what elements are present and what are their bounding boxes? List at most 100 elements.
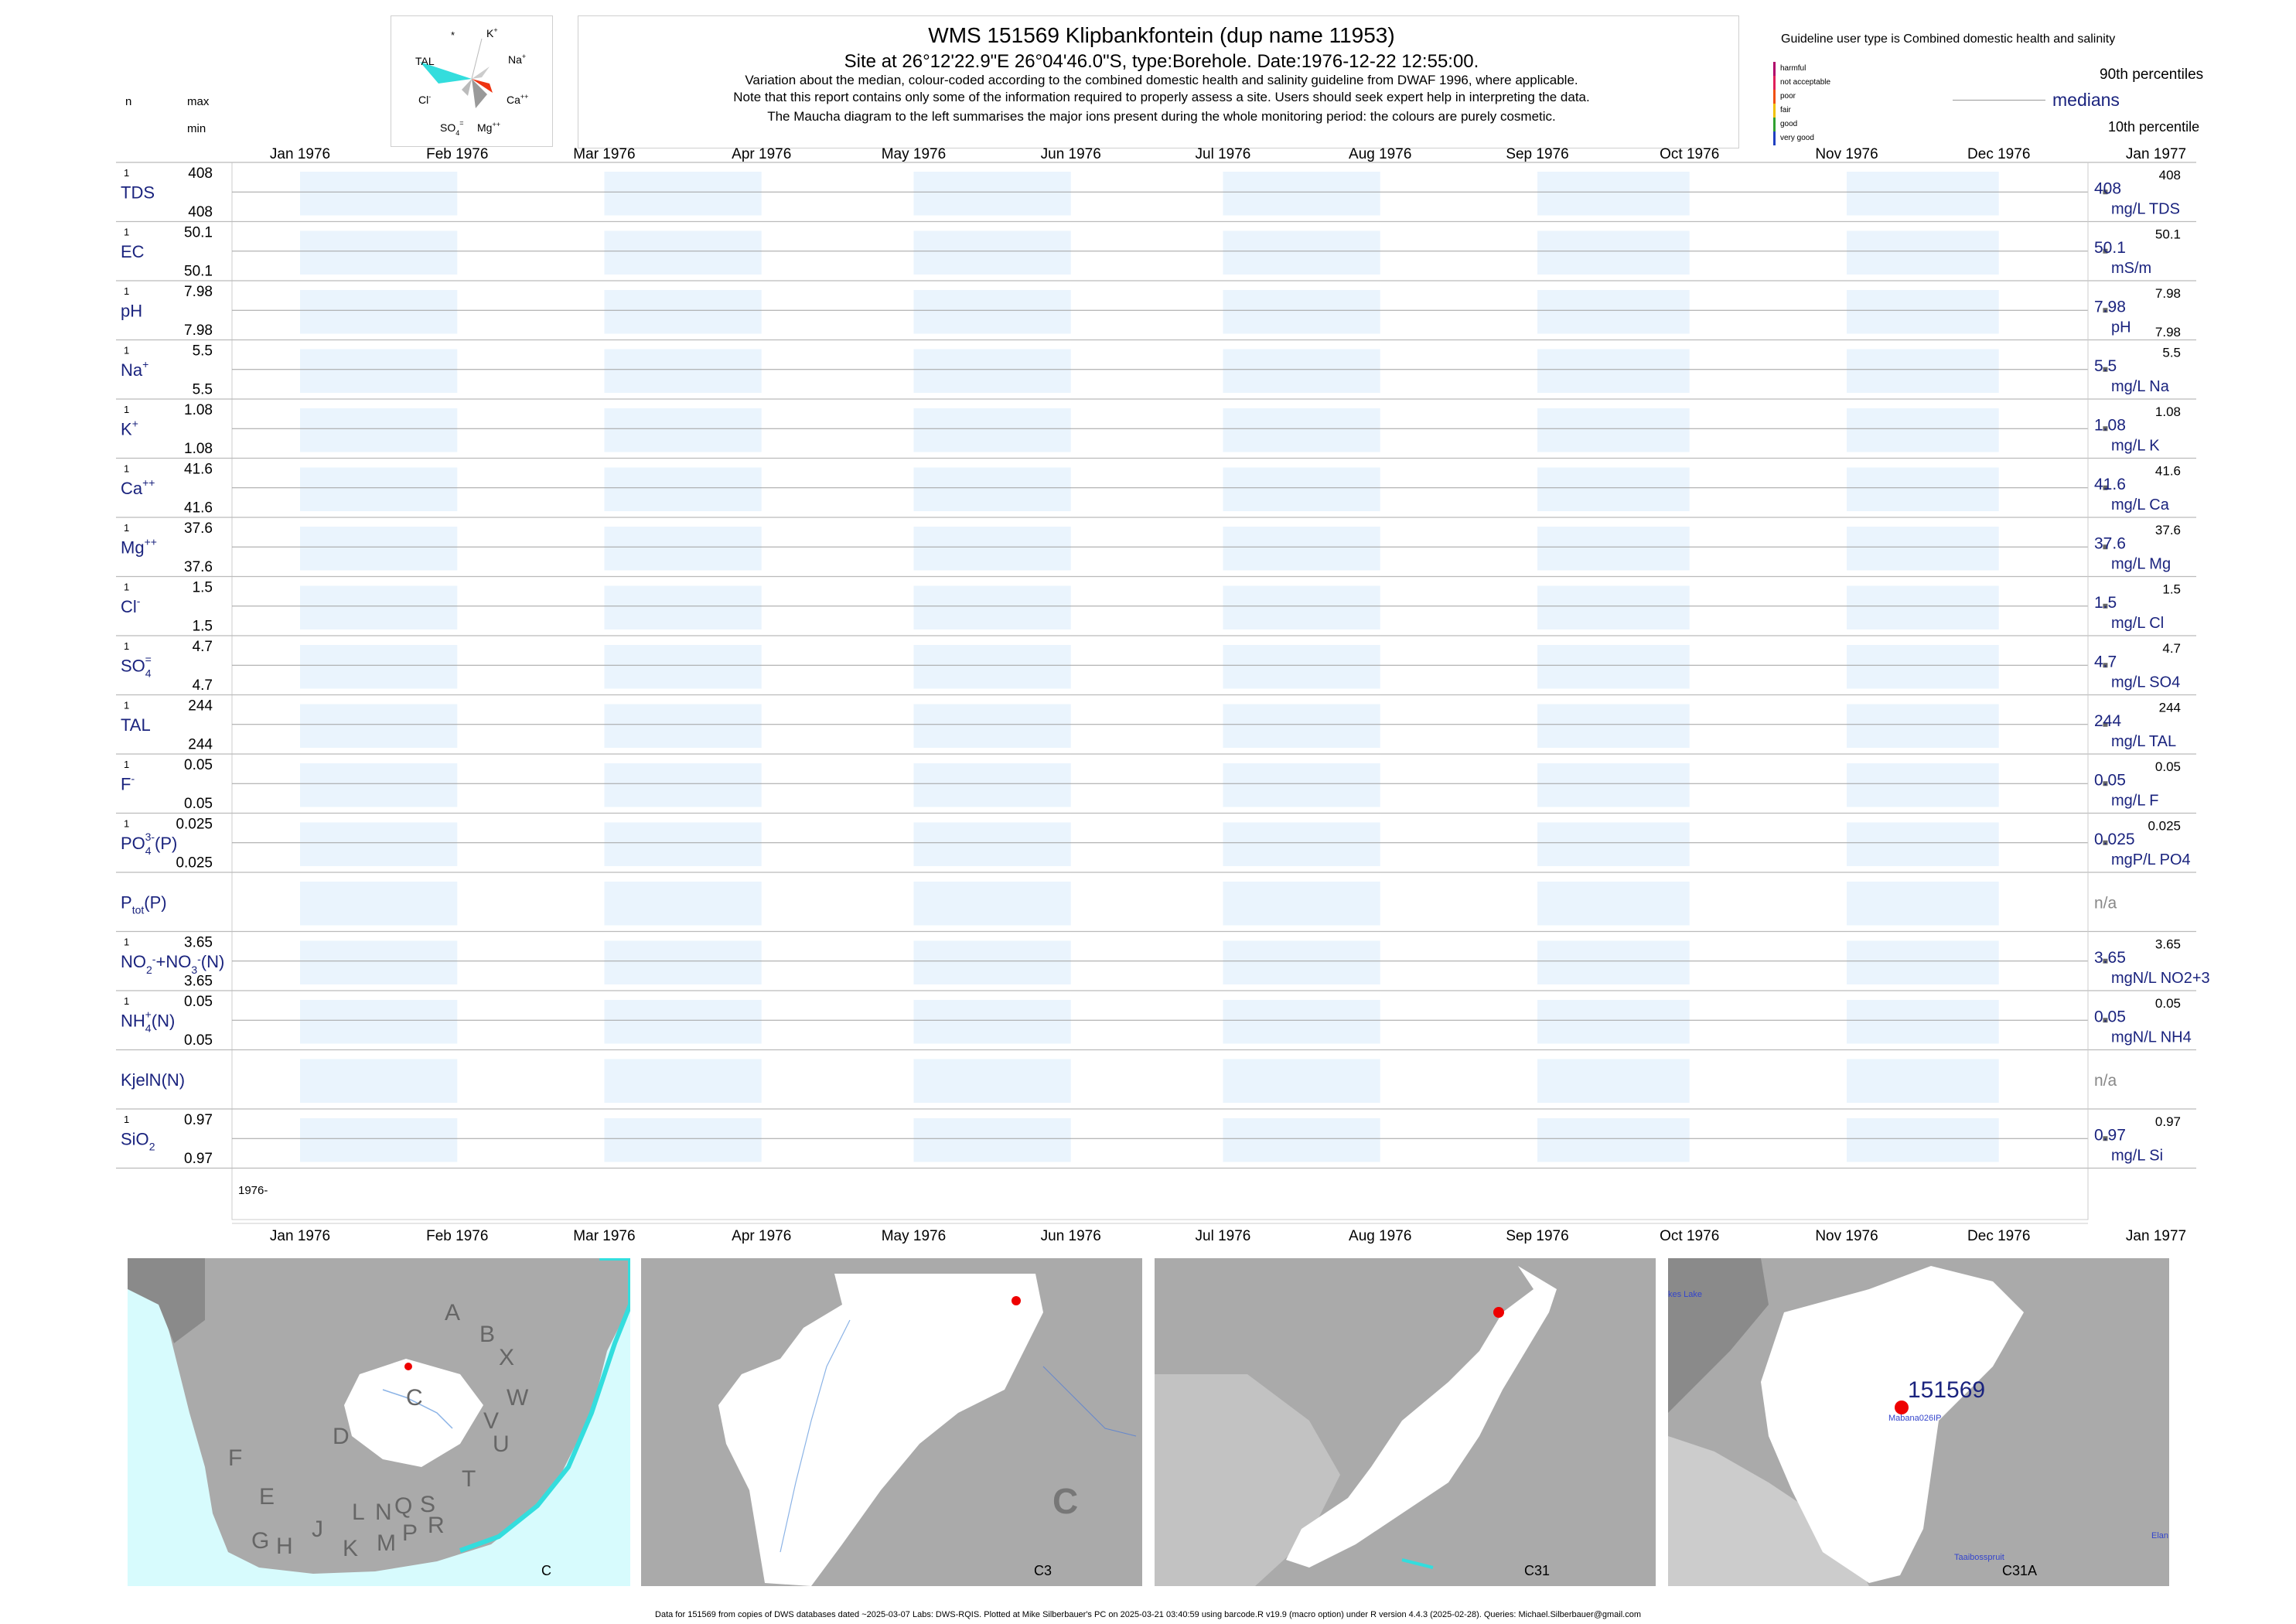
month-band [300,1059,458,1103]
month-band [1537,290,1690,334]
guideline-class-swatch [1773,131,1776,145]
month-band [1223,763,1380,807]
month-band [300,527,458,571]
map-region-letter: V [483,1408,499,1434]
row-max: 0.97 [184,1112,213,1128]
month-band [1223,527,1380,571]
month-band [604,1000,762,1044]
month-band [913,1000,1071,1044]
page-title: WMS 151569 Klipbankfontein (dup name 119… [928,23,1395,47]
month-band [1537,704,1690,748]
data-point [2103,663,2108,668]
row-max: 4.7 [193,639,213,655]
row-median-label: 0.025 [2094,831,2135,848]
x-tick-top: Sep 1976 [1506,146,1568,162]
data-point [2103,367,2108,372]
x-tick-top: Aug 1976 [1349,146,1411,162]
row-param-label: NH4+(N) [121,1008,175,1034]
month-band [1223,882,1380,926]
guideline-class-label: fair [1780,106,1791,114]
month-band [1847,940,1999,984]
plot-frame [231,162,2089,1220]
row-right-max: 0.05 [2155,759,2181,774]
month-band [300,290,458,334]
month-band [1537,1059,1690,1103]
data-point [2103,1136,2108,1141]
month-band [1537,822,1690,866]
site-marker-c31a [1895,1401,1909,1414]
row-n: 1 [124,582,129,593]
maucha-label-cl: Cl- [418,93,431,106]
row-max: 0.05 [184,994,213,1010]
row-right-max: 7.98 [2155,286,2181,301]
row-max: 50.1 [184,225,213,241]
month-band [1537,882,1690,926]
month-band [1847,704,1999,748]
row-n: 1 [124,995,129,1007]
row-min: 3.65 [184,974,213,990]
month-band [604,763,762,807]
month-band [300,1118,458,1162]
month-band [300,585,458,629]
month-band [1847,645,1999,689]
row-min: 0.97 [184,1151,213,1167]
maucha-ca-sector [472,79,493,93]
map-region-letter: A [445,1300,460,1325]
month-band [1847,822,1999,866]
row-param-label: Cl- [121,595,141,616]
x-tick-top: Jun 1976 [1041,146,1101,162]
month-band [300,467,458,511]
x-tick-top: Jul 1976 [1196,146,1251,162]
map-c3-region: C [1052,1481,1078,1521]
row-unit: mg/L SO4 [2111,674,2180,691]
x-tick-top: Dec 1976 [1967,146,2030,162]
month-band [1847,882,1999,926]
guideline-class-label: harmful [1780,64,1806,73]
maucha-box [391,15,553,147]
row-min: 0.05 [184,796,213,812]
month-band [604,349,762,393]
site-marker-c [404,1363,412,1370]
map-panel-c31: C31 [1155,1258,1656,1586]
row-n: 1 [124,345,129,357]
row-n: 1 [124,700,129,711]
p10-label: 10th percentile [2108,119,2200,135]
row-median-label: 1.5 [2094,594,2117,612]
month-band [1537,1000,1690,1044]
row-n: 1 [124,227,129,238]
map-c31-caption: C31 [1524,1563,1550,1578]
data-point [2103,248,2108,254]
median-legend-line [1953,100,2045,101]
row-unit: mgN/L NH4 [2111,1029,2192,1046]
row-unit: mgP/L PO4 [2111,851,2191,868]
row-max: 0.025 [176,817,213,833]
row-right-max: 4.7 [2162,641,2181,656]
row-right-min: 7.98 [2155,325,2181,339]
row-max: 37.6 [184,520,213,537]
x-tick-top: Mar 1976 [573,146,635,162]
month-band [1847,467,1999,511]
map-region-letter: B [479,1322,495,1347]
month-band [300,408,458,452]
x-tick-top: Oct 1976 [1660,146,1719,162]
maucha-label-star: * [451,29,455,41]
month-band [300,940,458,984]
month-band [300,704,458,748]
map-c31a-caption: C31A [2002,1563,2037,1578]
row-unit: mg/L F [2111,792,2159,809]
month-band [1847,172,1999,216]
map-region-letter: E [259,1484,275,1510]
month-band [913,467,1071,511]
row-param-label: SO4= [121,653,152,679]
row-median-label: 408 [2094,179,2121,197]
guideline-class-1: not acceptable [1773,76,1830,90]
map-region-letter: C [406,1385,423,1411]
map-region-letter: J [312,1517,323,1542]
guideline-class-5: very good [1773,131,1814,145]
row-min: 4.7 [193,677,213,694]
map-panel-c3: C C3 [641,1258,1142,1586]
x-tick-top: Apr 1976 [732,146,791,162]
month-band [1223,822,1380,866]
place-mabana: Mabana026IP [1888,1414,1942,1423]
row-n: 1 [124,1114,129,1125]
